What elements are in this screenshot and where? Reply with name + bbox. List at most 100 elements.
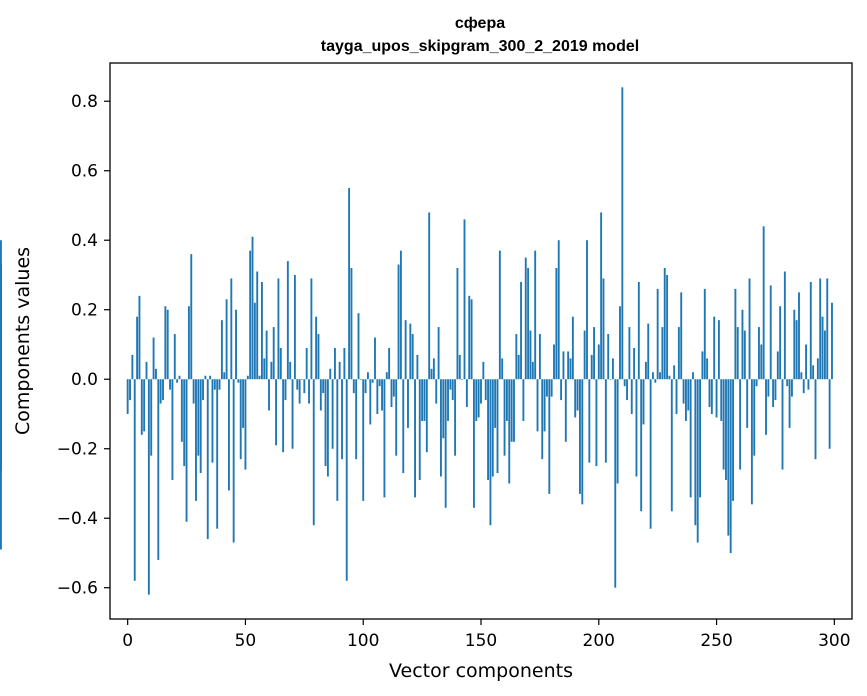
bar bbox=[263, 358, 266, 380]
bar bbox=[774, 379, 777, 401]
bar bbox=[211, 379, 214, 463]
bar bbox=[758, 327, 760, 380]
bar bbox=[734, 288, 737, 380]
bar bbox=[171, 379, 174, 480]
bar bbox=[472, 379, 475, 508]
bar bbox=[581, 379, 584, 505]
bar bbox=[178, 375, 181, 380]
bar bbox=[515, 334, 518, 380]
bar bbox=[187, 306, 190, 380]
bar bbox=[701, 351, 704, 380]
bar bbox=[640, 379, 643, 512]
bar bbox=[642, 379, 645, 425]
bar bbox=[449, 379, 452, 390]
bar bbox=[637, 281, 640, 380]
bar bbox=[524, 257, 527, 380]
bar bbox=[199, 379, 202, 474]
bar bbox=[696, 379, 699, 543]
bar bbox=[553, 344, 555, 380]
bar bbox=[437, 327, 440, 380]
bar bbox=[609, 379, 612, 380]
bar bbox=[204, 375, 207, 380]
bar bbox=[480, 379, 482, 404]
bar bbox=[235, 309, 237, 380]
bar bbox=[666, 274, 669, 380]
bar bbox=[548, 379, 551, 494]
bar bbox=[192, 379, 195, 404]
bar bbox=[239, 379, 242, 460]
bar bbox=[390, 379, 393, 408]
bar bbox=[682, 379, 685, 404]
bar bbox=[237, 379, 240, 383]
bar bbox=[409, 323, 412, 380]
bar bbox=[513, 379, 515, 442]
bar bbox=[369, 379, 372, 425]
bar bbox=[456, 268, 459, 380]
bar bbox=[652, 372, 654, 380]
bar bbox=[0, 379, 2, 470]
bar bbox=[767, 379, 770, 397]
bar bbox=[538, 334, 541, 380]
bar bbox=[230, 278, 233, 380]
bar bbox=[301, 379, 303, 380]
bar bbox=[593, 327, 595, 380]
bar bbox=[727, 379, 730, 536]
bar bbox=[195, 379, 197, 501]
bar bbox=[465, 379, 468, 408]
bar bbox=[338, 361, 341, 380]
bar bbox=[402, 379, 405, 474]
bar bbox=[157, 379, 160, 560]
bar bbox=[315, 316, 318, 380]
bar bbox=[619, 306, 621, 380]
bar bbox=[376, 379, 379, 414]
bar bbox=[383, 379, 386, 498]
bar bbox=[564, 379, 567, 442]
bar bbox=[277, 278, 280, 380]
bar bbox=[381, 379, 383, 411]
y-tick-label: 0.6 bbox=[71, 162, 98, 182]
bar bbox=[319, 379, 322, 411]
y-tick-label: −0.6 bbox=[57, 579, 98, 599]
bar bbox=[621, 87, 624, 380]
bar bbox=[762, 226, 765, 380]
bar bbox=[296, 379, 299, 390]
bar bbox=[312, 379, 315, 526]
bar bbox=[680, 292, 683, 380]
chart-subtitle: tayga_upos_skipgram_300_2_2019 model bbox=[321, 38, 639, 55]
bar bbox=[378, 379, 381, 387]
bar bbox=[399, 250, 402, 380]
y-tick-label: 0.8 bbox=[71, 92, 98, 112]
bar bbox=[183, 379, 186, 467]
bar bbox=[268, 379, 270, 411]
bar bbox=[741, 309, 744, 380]
bar bbox=[206, 379, 209, 540]
bar bbox=[675, 379, 678, 414]
bar bbox=[242, 379, 245, 428]
bar bbox=[633, 347, 636, 380]
bar bbox=[143, 379, 146, 432]
bar bbox=[421, 379, 424, 421]
bar bbox=[520, 281, 522, 380]
bar bbox=[715, 379, 718, 418]
bar bbox=[786, 379, 789, 387]
bar bbox=[298, 379, 301, 404]
bar bbox=[166, 309, 169, 380]
bar bbox=[706, 358, 709, 380]
bar bbox=[470, 299, 473, 380]
bar bbox=[173, 334, 176, 380]
bar bbox=[607, 334, 610, 380]
bar bbox=[282, 379, 285, 453]
bar bbox=[755, 379, 758, 387]
y-tick-label: 0.0 bbox=[71, 370, 98, 390]
bar bbox=[249, 250, 252, 380]
bar bbox=[423, 379, 426, 421]
x-tick-label: 300 bbox=[818, 631, 850, 651]
bar bbox=[828, 379, 831, 449]
bar bbox=[802, 379, 805, 394]
bar bbox=[444, 379, 447, 508]
bar bbox=[270, 361, 273, 380]
bar bbox=[138, 295, 141, 380]
bar bbox=[265, 330, 268, 380]
bar bbox=[668, 375, 671, 380]
